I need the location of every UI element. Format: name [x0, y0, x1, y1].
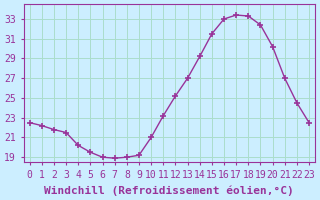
X-axis label: Windchill (Refroidissement éolien,°C): Windchill (Refroidissement éolien,°C) [44, 185, 294, 196]
